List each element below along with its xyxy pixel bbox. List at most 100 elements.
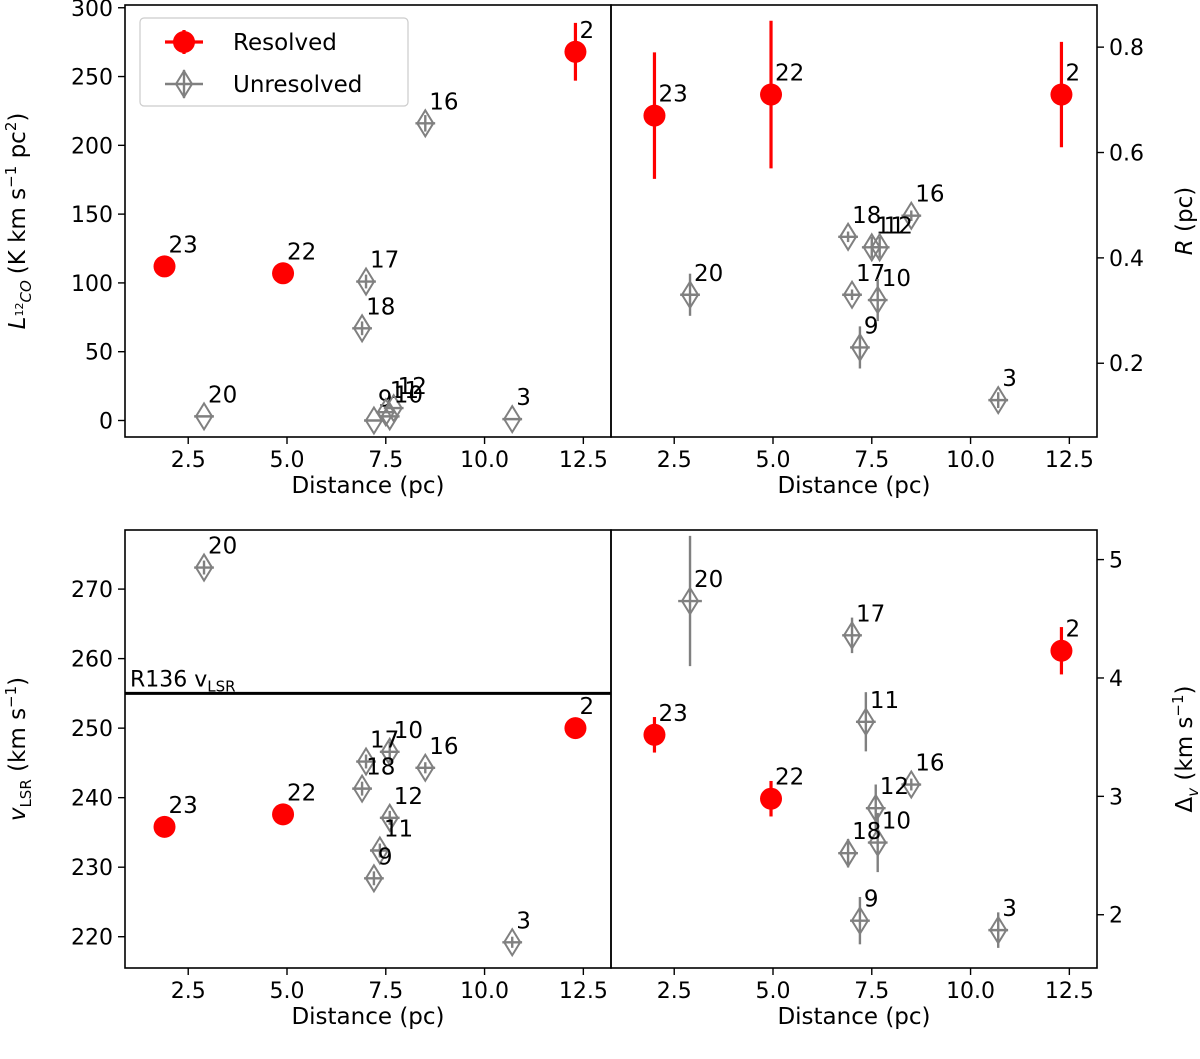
unresolved-point-16: 16 — [415, 734, 459, 783]
y-tick-label: 4 — [1109, 667, 1123, 692]
y-tick-label: 5 — [1109, 549, 1123, 574]
axes-frame — [610, 529, 1098, 969]
point-label: 10 — [394, 382, 423, 408]
unresolved-point-17: 17 — [842, 261, 885, 310]
y-label-exp-a: −1 — [2, 166, 20, 188]
marker — [503, 927, 522, 958]
unresolved-point-10: 10 — [379, 718, 423, 767]
y-label-exp-b: 2 — [2, 122, 20, 132]
marker — [370, 835, 390, 866]
y-tick-label: 200 — [71, 134, 113, 159]
y-tick-label: 3 — [1109, 785, 1123, 810]
marker — [862, 232, 881, 263]
x-axis-label: Distance (pc) — [777, 473, 930, 499]
marker — [364, 863, 384, 894]
y-tick-label: 250 — [71, 66, 113, 91]
y-label-close: ) — [5, 677, 31, 686]
marker — [194, 552, 214, 583]
axes-frame — [124, 529, 612, 969]
marker — [856, 706, 876, 737]
point-label: 12 — [398, 374, 427, 400]
x-axis-label: Distance (pc) — [291, 473, 444, 499]
y-axis-label: vLSR (km s−1) — [2, 677, 35, 821]
x-tick-label: 5.0 — [756, 448, 791, 473]
point-label: 11 — [870, 688, 899, 714]
y-label-units-b: pc — [5, 131, 31, 166]
unresolved-point-3: 3 — [988, 896, 1017, 948]
marker — [564, 717, 587, 740]
unresolved-point-10: 10 — [867, 809, 911, 873]
y-tick-label: 220 — [71, 926, 113, 951]
marker — [842, 279, 862, 310]
unresolved-point-12: 12 — [379, 784, 423, 833]
point-label: 18 — [366, 755, 395, 781]
point-label: 3 — [516, 908, 531, 934]
y-label-close: ) — [1172, 685, 1198, 694]
y-label-main: R — [1172, 239, 1198, 255]
point-label: 20 — [208, 534, 237, 560]
resolved-point-22: 22 — [272, 780, 316, 826]
unresolved-point-11: 11 — [855, 688, 899, 752]
legend-item-unresolved: Unresolved — [165, 69, 362, 99]
point-label: 2 — [1065, 61, 1080, 87]
x-axis-label: Distance (pc) — [291, 1004, 444, 1030]
unresolved-point-10: 10 — [379, 382, 423, 432]
y-tick-label: 300 — [71, 0, 113, 22]
x-tick-label: 7.5 — [854, 448, 889, 473]
panel-top-left: 2.5 5.0 7.5 10.0 12.5 Distance (pc) 0 50 100 150 2… — [2, 0, 612, 499]
y-label-sub-a: 12 — [13, 303, 26, 317]
unresolved-point-16: 16 — [415, 89, 459, 139]
marker — [760, 787, 783, 810]
unresolved-point-11: 11 — [375, 378, 419, 428]
point-label: 20 — [694, 261, 723, 287]
unresolved-point-11: 11 — [369, 817, 413, 866]
point-label: 23 — [169, 793, 198, 819]
marker — [272, 803, 295, 826]
y-label-main: L — [5, 317, 31, 330]
x-tick-label: 12.5 — [559, 979, 608, 1004]
legend-marker-circle — [173, 31, 195, 53]
point-label: 10 — [882, 809, 911, 835]
x-tick-label: 2.5 — [657, 979, 692, 1004]
legend-label-resolved: Resolved — [233, 30, 337, 56]
y-tick-label: 0 — [99, 409, 113, 434]
reference-line-label-sub: LSR — [207, 677, 235, 695]
x-tick-label: 2.5 — [171, 448, 206, 473]
panel-top-right: 2.5 5.0 7.5 10.0 12.5 Distance (pc) 0.2 0.4 0.6 0… — [610, 4, 1198, 499]
point-label: 9 — [378, 844, 393, 870]
x-tick-label: 5.0 — [756, 979, 791, 1004]
x-tick-label: 12.5 — [1045, 979, 1094, 1004]
x-tick-label: 7.5 — [368, 448, 403, 473]
unresolved-point-17: 17 — [356, 248, 399, 297]
axes-frame — [610, 4, 1098, 438]
resolved-point-23: 23 — [153, 232, 198, 278]
marker — [153, 815, 176, 838]
unresolved-point-16: 16 — [901, 182, 945, 231]
legend-box — [139, 17, 409, 107]
point-label: 3 — [1002, 366, 1017, 392]
y-tick-label: 0.6 — [1109, 142, 1144, 167]
legend-item-resolved: Resolved — [165, 30, 337, 56]
reference-line-label: R136 vLSR — [130, 667, 236, 695]
x-tick-label: 7.5 — [854, 979, 889, 1004]
unresolved-point-9: 9 — [850, 313, 879, 369]
point-label: 22 — [775, 765, 804, 791]
y-tick-label: 2 — [1109, 904, 1123, 929]
y-tick-label: 150 — [71, 203, 113, 228]
y-tick-label: 260 — [71, 648, 113, 673]
unresolved-point-10: 10 — [867, 266, 911, 322]
marker — [503, 404, 522, 435]
y-label-units: (km s — [5, 708, 31, 779]
unresolved-point-17: 17 — [842, 601, 885, 654]
marker — [850, 332, 870, 363]
point-label: 17 — [856, 601, 885, 627]
point-label: 18 — [366, 294, 395, 320]
y-axis-label: Δv (km s−1) — [1169, 685, 1200, 812]
unresolved-point-3: 3 — [502, 385, 531, 435]
y-label-main: Δ — [1172, 797, 1198, 813]
unresolved-point-18: 18 — [352, 294, 395, 344]
unresolved-point-18: 18 — [838, 203, 881, 252]
marker — [1050, 639, 1073, 662]
resolved-point-23: 23 — [643, 701, 688, 753]
